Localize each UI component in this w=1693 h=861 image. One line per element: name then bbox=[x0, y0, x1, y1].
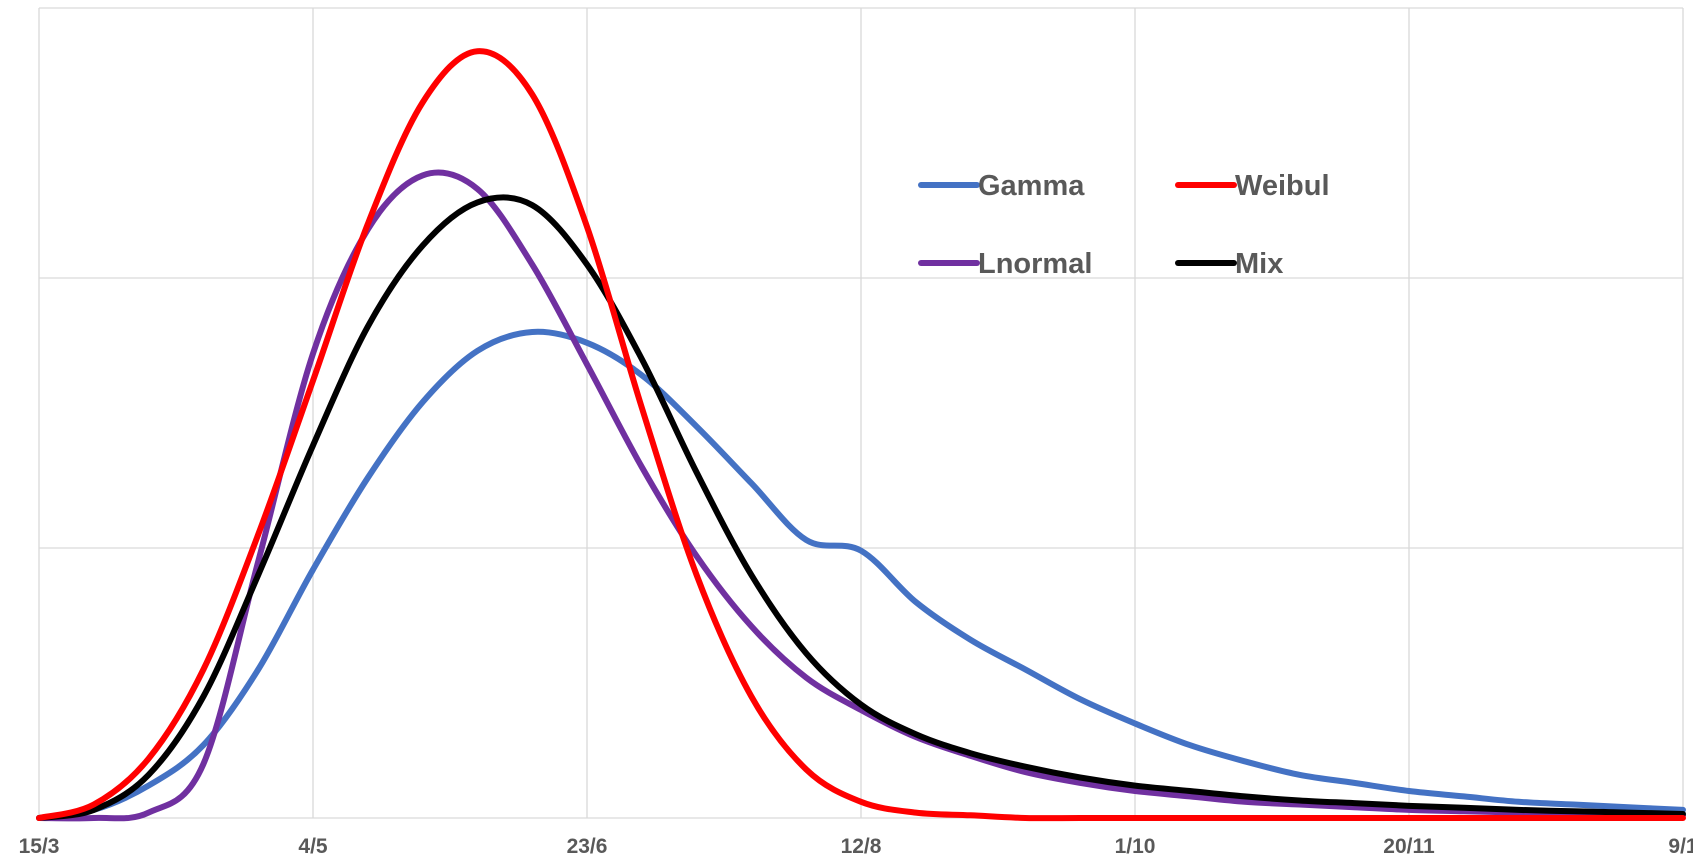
x-tick-label: 12/8 bbox=[841, 835, 882, 858]
x-tick-label: 20/11 bbox=[1383, 835, 1435, 858]
legend: Gamma Weibul Lnormal Mix bbox=[918, 170, 1330, 280]
legend-label-lnormal: Lnormal bbox=[978, 248, 1092, 280]
series-line-gamma bbox=[36, 328, 1686, 821]
x-axis-tick-labels: 15/3 4/5 23/6 12/8 1/10 20/11 9/1 bbox=[19, 835, 1693, 858]
x-tick-label: 9/1 bbox=[1668, 835, 1693, 858]
x-tick-label: 4/5 bbox=[298, 835, 328, 858]
series-line-weibul bbox=[36, 48, 1686, 822]
x-tick-label: 23/6 bbox=[567, 835, 608, 858]
legend-label-weibul: Weibul bbox=[1235, 170, 1330, 202]
x-tick-label: 15/3 bbox=[19, 835, 60, 858]
legend-label-mix: Mix bbox=[1235, 248, 1283, 280]
legend-label-gamma: Gamma bbox=[978, 170, 1085, 202]
series-line-mix bbox=[36, 194, 1686, 821]
x-tick-label: 1/10 bbox=[1115, 835, 1156, 858]
series-lines bbox=[36, 48, 1686, 822]
gridlines bbox=[38, 7, 1684, 819]
